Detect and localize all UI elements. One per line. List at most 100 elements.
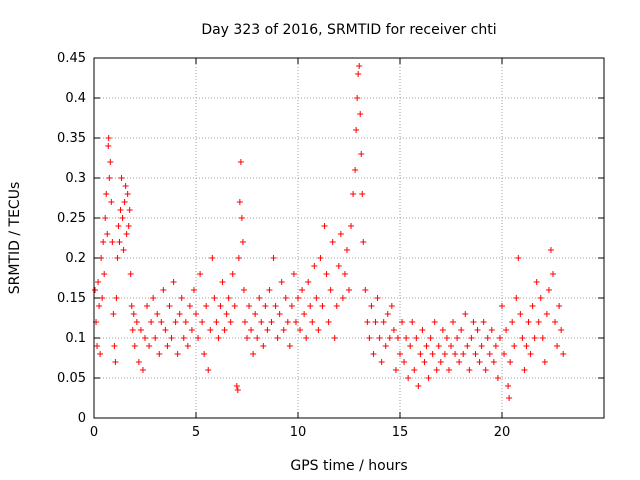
data-point [417,351,424,357]
data-point [172,319,179,325]
data-point [221,327,228,333]
y-tick-label: 0.4 [65,91,86,106]
data-point [246,303,253,309]
axis-ticks: 0 5 10 15 20 0 0.05 0.1 0.15 0.2 0.25 0.3 0.35 0.4 0.4… [57,51,604,440]
data-point [105,135,112,141]
data-point [297,327,304,333]
data-point [315,327,322,333]
data-point [162,327,169,333]
data-point [215,335,222,341]
y-tick-label: 0.25 [57,211,86,226]
data-point [378,359,385,365]
data-point [156,351,163,357]
y-tick-label: 0.3 [65,171,86,186]
data-point [135,359,142,365]
data-point [292,319,299,325]
data-point [260,343,267,349]
data-point [142,335,148,341]
data-point [352,167,359,173]
plot-frame [93,57,605,419]
data-point [372,319,379,325]
data-point [112,359,119,365]
data-point [137,327,144,333]
data-point [264,327,271,333]
data-point [374,295,381,301]
data-point [180,335,187,341]
data-point [127,271,134,277]
data-point [376,335,383,341]
data-point [366,335,373,341]
data-point [554,343,561,349]
grid-lines [94,58,604,418]
data-point [170,279,177,285]
y-tick-label: 0.2 [65,251,86,266]
data-point [97,351,104,357]
data-point [425,375,432,381]
data-point [223,311,230,317]
data-point [258,319,265,325]
data-point [356,63,363,69]
data-point [335,263,342,269]
y-tick-label: 0.35 [57,131,86,146]
data-point [307,303,314,309]
data-point [146,343,153,349]
data-point [274,335,281,341]
data-point [454,335,461,341]
data-point [182,319,189,325]
data-point [341,271,348,277]
data-point [107,159,114,165]
data-point [311,263,318,269]
x-tick-label: 10 [290,425,307,440]
data-point [552,319,559,325]
data-point [392,367,399,373]
data-point [368,303,375,309]
data-point [133,319,140,325]
data-point [452,351,459,357]
data-point [305,279,312,285]
data-point [441,351,448,357]
data-point [199,319,206,325]
data-point [102,215,109,221]
data-point [233,383,240,389]
data-point [104,231,111,237]
data-point [117,207,124,213]
data-point [362,287,369,293]
data-point [160,287,167,293]
data-point [126,207,133,213]
data-point [205,367,212,373]
data-point [515,255,522,261]
data-point [213,319,220,325]
data-point [380,319,387,325]
data-point [357,111,364,117]
data-point [474,327,481,333]
data-point [413,335,420,341]
data-point [433,367,440,373]
data-point [359,191,366,197]
data-point [397,351,403,357]
data-point [523,343,530,349]
data-point [415,383,422,389]
data-point [468,335,475,341]
data-point [96,303,103,309]
data-point [386,335,393,341]
data-point [513,295,520,301]
data-point [490,359,497,365]
data-point [178,295,185,301]
data-point [358,151,365,157]
data-point [272,303,279,309]
data-point [535,319,542,325]
data-point [339,295,346,301]
data-point [309,319,316,325]
data-point [144,303,151,309]
data-point [116,239,123,245]
data-point [207,327,214,333]
data-point [106,175,113,181]
data-point [329,239,336,245]
data-point [217,303,224,309]
data-point [129,327,136,333]
data-point [353,127,360,133]
data-point [290,271,297,277]
data-point [113,295,120,301]
data-point [130,311,137,317]
data-point [118,175,125,181]
